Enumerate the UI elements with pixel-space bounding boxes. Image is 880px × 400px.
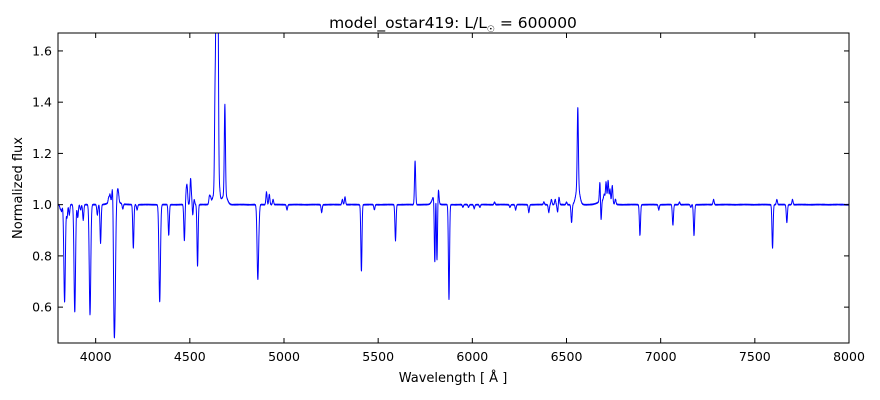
x-tick-label: 4000 (80, 349, 112, 364)
axis-ticks: 4000 4500 5000 5500 6000 6500 7000 7500 8000 0.6 0… (32, 33, 865, 364)
y-tick-label: 1.4 (32, 95, 52, 110)
axes-frame (57, 32, 850, 344)
chart-title-subscript: ☉ (487, 25, 495, 35)
chart-title-suffix: = 600000 (495, 14, 577, 32)
y-tick-label: 0.6 (32, 300, 52, 315)
chart-title-main: model_ostar419: L/L (329, 14, 487, 33)
spectrum-line (58, 33, 849, 339)
x-axis-label: Wavelength [ Å ] (399, 370, 508, 386)
y-tick-label: 1.6 (32, 43, 52, 58)
x-tick-label: 7000 (645, 349, 677, 364)
y-tick-label: 1.2 (32, 146, 52, 161)
x-tick-label: 5000 (268, 349, 300, 364)
x-tick-label: 6500 (551, 349, 583, 364)
x-tick-label: 6000 (456, 349, 488, 364)
chart-title: model_ostar419: L/L☉ = 600000 (329, 14, 577, 35)
x-tick-label: 4500 (174, 349, 206, 364)
x-tick-label: 7500 (739, 349, 771, 364)
plot-area (58, 33, 849, 339)
x-tick-label: 5500 (362, 349, 394, 364)
y-axis-label: Normalized flux (11, 137, 26, 239)
y-tick-label: 0.8 (32, 248, 52, 263)
y-tick-label: 1.0 (32, 197, 52, 212)
x-tick-label: 8000 (833, 349, 865, 364)
